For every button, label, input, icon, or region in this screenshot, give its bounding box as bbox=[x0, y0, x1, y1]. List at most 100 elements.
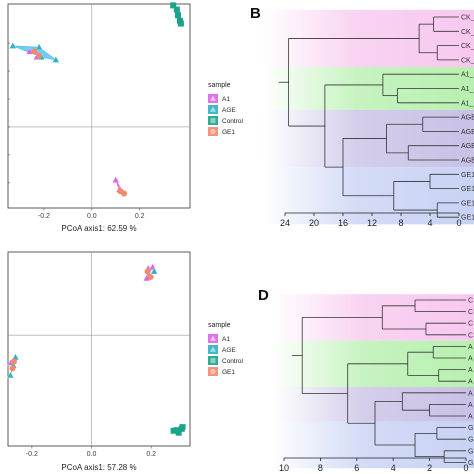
tree-b bbox=[278, 16, 459, 218]
point-control bbox=[177, 20, 184, 27]
x-tick-label: 4 bbox=[391, 463, 396, 473]
x-tick-label: 2 bbox=[427, 463, 432, 473]
x-tick-label: 6 bbox=[354, 463, 359, 473]
x-tick-label: 10 bbox=[279, 463, 289, 473]
leaf-label: AGE bbox=[461, 143, 474, 150]
point-age bbox=[35, 43, 43, 51]
point-control bbox=[175, 12, 182, 19]
legend-c: sample A1 AGE Control GE1 bbox=[208, 322, 244, 376]
x-tick-label: 16 bbox=[338, 218, 348, 228]
points-c bbox=[6, 263, 186, 436]
x-ticks-a: -0.2 0.0 0.2 bbox=[38, 208, 145, 220]
leaf-label: G bbox=[468, 425, 473, 432]
legend-swatch-ge1 bbox=[208, 127, 218, 136]
grid-c bbox=[8, 252, 190, 446]
point-ge1 bbox=[147, 273, 154, 280]
legend-key-ge1 bbox=[210, 128, 216, 135]
legend-title: sample bbox=[208, 82, 231, 89]
point-control bbox=[173, 6, 180, 13]
legend-label-control: Control bbox=[222, 358, 244, 365]
x-tick-label: 20 bbox=[309, 218, 319, 228]
x-axis-b: 24 20 16 12 8 4 0 bbox=[280, 212, 462, 228]
legend-key-ge1 bbox=[210, 368, 216, 375]
legend-label-ge1: GE1 bbox=[222, 129, 235, 136]
point-a1 bbox=[112, 176, 120, 183]
leaf-label: C bbox=[468, 298, 473, 305]
leaf-label: A1_ bbox=[461, 100, 474, 107]
tree-d bbox=[292, 299, 466, 463]
leaf-label: G bbox=[468, 437, 473, 444]
x-axis-d: 10 8 6 4 2 0 bbox=[279, 457, 469, 473]
point-control bbox=[170, 427, 177, 434]
leaf-label: GE1 bbox=[461, 172, 474, 179]
grid-a bbox=[8, 4, 190, 208]
x-tick-label: 4 bbox=[427, 218, 432, 228]
point-age bbox=[52, 55, 60, 63]
point-ge1 bbox=[9, 365, 16, 372]
legend-title: sample bbox=[208, 322, 231, 329]
leaf-label: A bbox=[468, 402, 473, 409]
x-axis-label-c: PCoA axis1: 57.28 % bbox=[61, 463, 136, 472]
legend-label-age: AGE bbox=[222, 107, 236, 114]
leaf-label: AGE bbox=[461, 115, 474, 122]
leaf-label: A bbox=[468, 356, 473, 363]
x-axis-label-a: PCoA axis1: 62.59 % bbox=[61, 224, 136, 233]
leaf-label: A1_ bbox=[461, 86, 474, 93]
legend-label-a1: A1 bbox=[222, 96, 230, 103]
leaf-label: AGE bbox=[461, 158, 474, 165]
legend-key-age bbox=[210, 106, 216, 112]
point-ge1 bbox=[36, 52, 43, 59]
point-ge1 bbox=[121, 190, 128, 197]
x-tick-label: -0.2 bbox=[26, 451, 38, 458]
x-tick-label: 12 bbox=[367, 218, 377, 228]
legend-key-control bbox=[210, 118, 216, 123]
legend-label-control: Control bbox=[222, 118, 244, 125]
x-ticks-c: -0.2 0.0 0.2 bbox=[26, 446, 156, 458]
legend-swatch-control bbox=[208, 116, 218, 125]
point-ge1 bbox=[10, 358, 17, 365]
legend-key-control bbox=[210, 358, 216, 363]
leaf-labels-b: CK_ CK_ CK_ CK_ A1_ A1_ A1_ AGE AGE AGE AGE GE1 GE1 G… bbox=[461, 15, 474, 222]
legend-label-ge1: GE1 bbox=[222, 369, 235, 376]
point-control bbox=[170, 2, 177, 9]
leaf-label: C bbox=[468, 321, 473, 328]
legend-key-age bbox=[210, 346, 216, 352]
point-control bbox=[173, 427, 180, 434]
leaf-label: AGE bbox=[461, 129, 474, 136]
point-ge1 bbox=[144, 268, 151, 275]
leaf-label: GE1 bbox=[461, 186, 474, 193]
point-age bbox=[6, 371, 15, 379]
cluster-band-blue bbox=[272, 421, 474, 469]
legend-key-a1 bbox=[210, 95, 216, 101]
leaf-label: GE1 bbox=[461, 215, 474, 222]
leaf-label: A1_ bbox=[461, 72, 474, 79]
leaf-label: CK_ bbox=[461, 29, 474, 36]
leaf-label: A bbox=[468, 379, 473, 386]
leaf-label: CK_ bbox=[461, 57, 474, 64]
x-tick-label: 0.0 bbox=[87, 213, 97, 220]
x-tick-label: 0.0 bbox=[87, 451, 97, 458]
x-tick-label: 0 bbox=[463, 463, 468, 473]
leaf-label: A bbox=[468, 414, 473, 421]
legend-key-a1 bbox=[210, 335, 216, 341]
plot-frame-c bbox=[7, 251, 191, 447]
dendrogram-panel-b: B CK_ CK_ CK_ CK_ A1_ A1_ A1_ AGE AGE AGE AGE GE1 GE… bbox=[250, 5, 474, 228]
legend-label-age: AGE bbox=[222, 347, 236, 354]
panel-letter-b: B bbox=[250, 5, 261, 22]
leaf-label: C bbox=[468, 332, 473, 339]
point-age bbox=[9, 42, 17, 49]
pcoa-panel-c: -0.2 0.0 0.2 PCoA axis1: 57.28 % sample A1 A… bbox=[6, 251, 244, 472]
x-tick-label: -0.2 bbox=[38, 213, 50, 220]
leaf-label: CK_ bbox=[461, 43, 474, 50]
legend-a: sample A1 AGE Control GE1 bbox=[208, 82, 244, 136]
leaf-label: C bbox=[468, 309, 473, 316]
point-a1 bbox=[25, 47, 34, 55]
point-control bbox=[179, 424, 186, 431]
x-tick-label: 8 bbox=[318, 463, 323, 473]
leaf-label: G bbox=[468, 460, 473, 467]
x-tick-label: 24 bbox=[280, 218, 290, 228]
plot-frame-a bbox=[7, 3, 191, 209]
leaf-label: A bbox=[468, 344, 473, 351]
leaf-label: CK_ bbox=[461, 15, 474, 22]
